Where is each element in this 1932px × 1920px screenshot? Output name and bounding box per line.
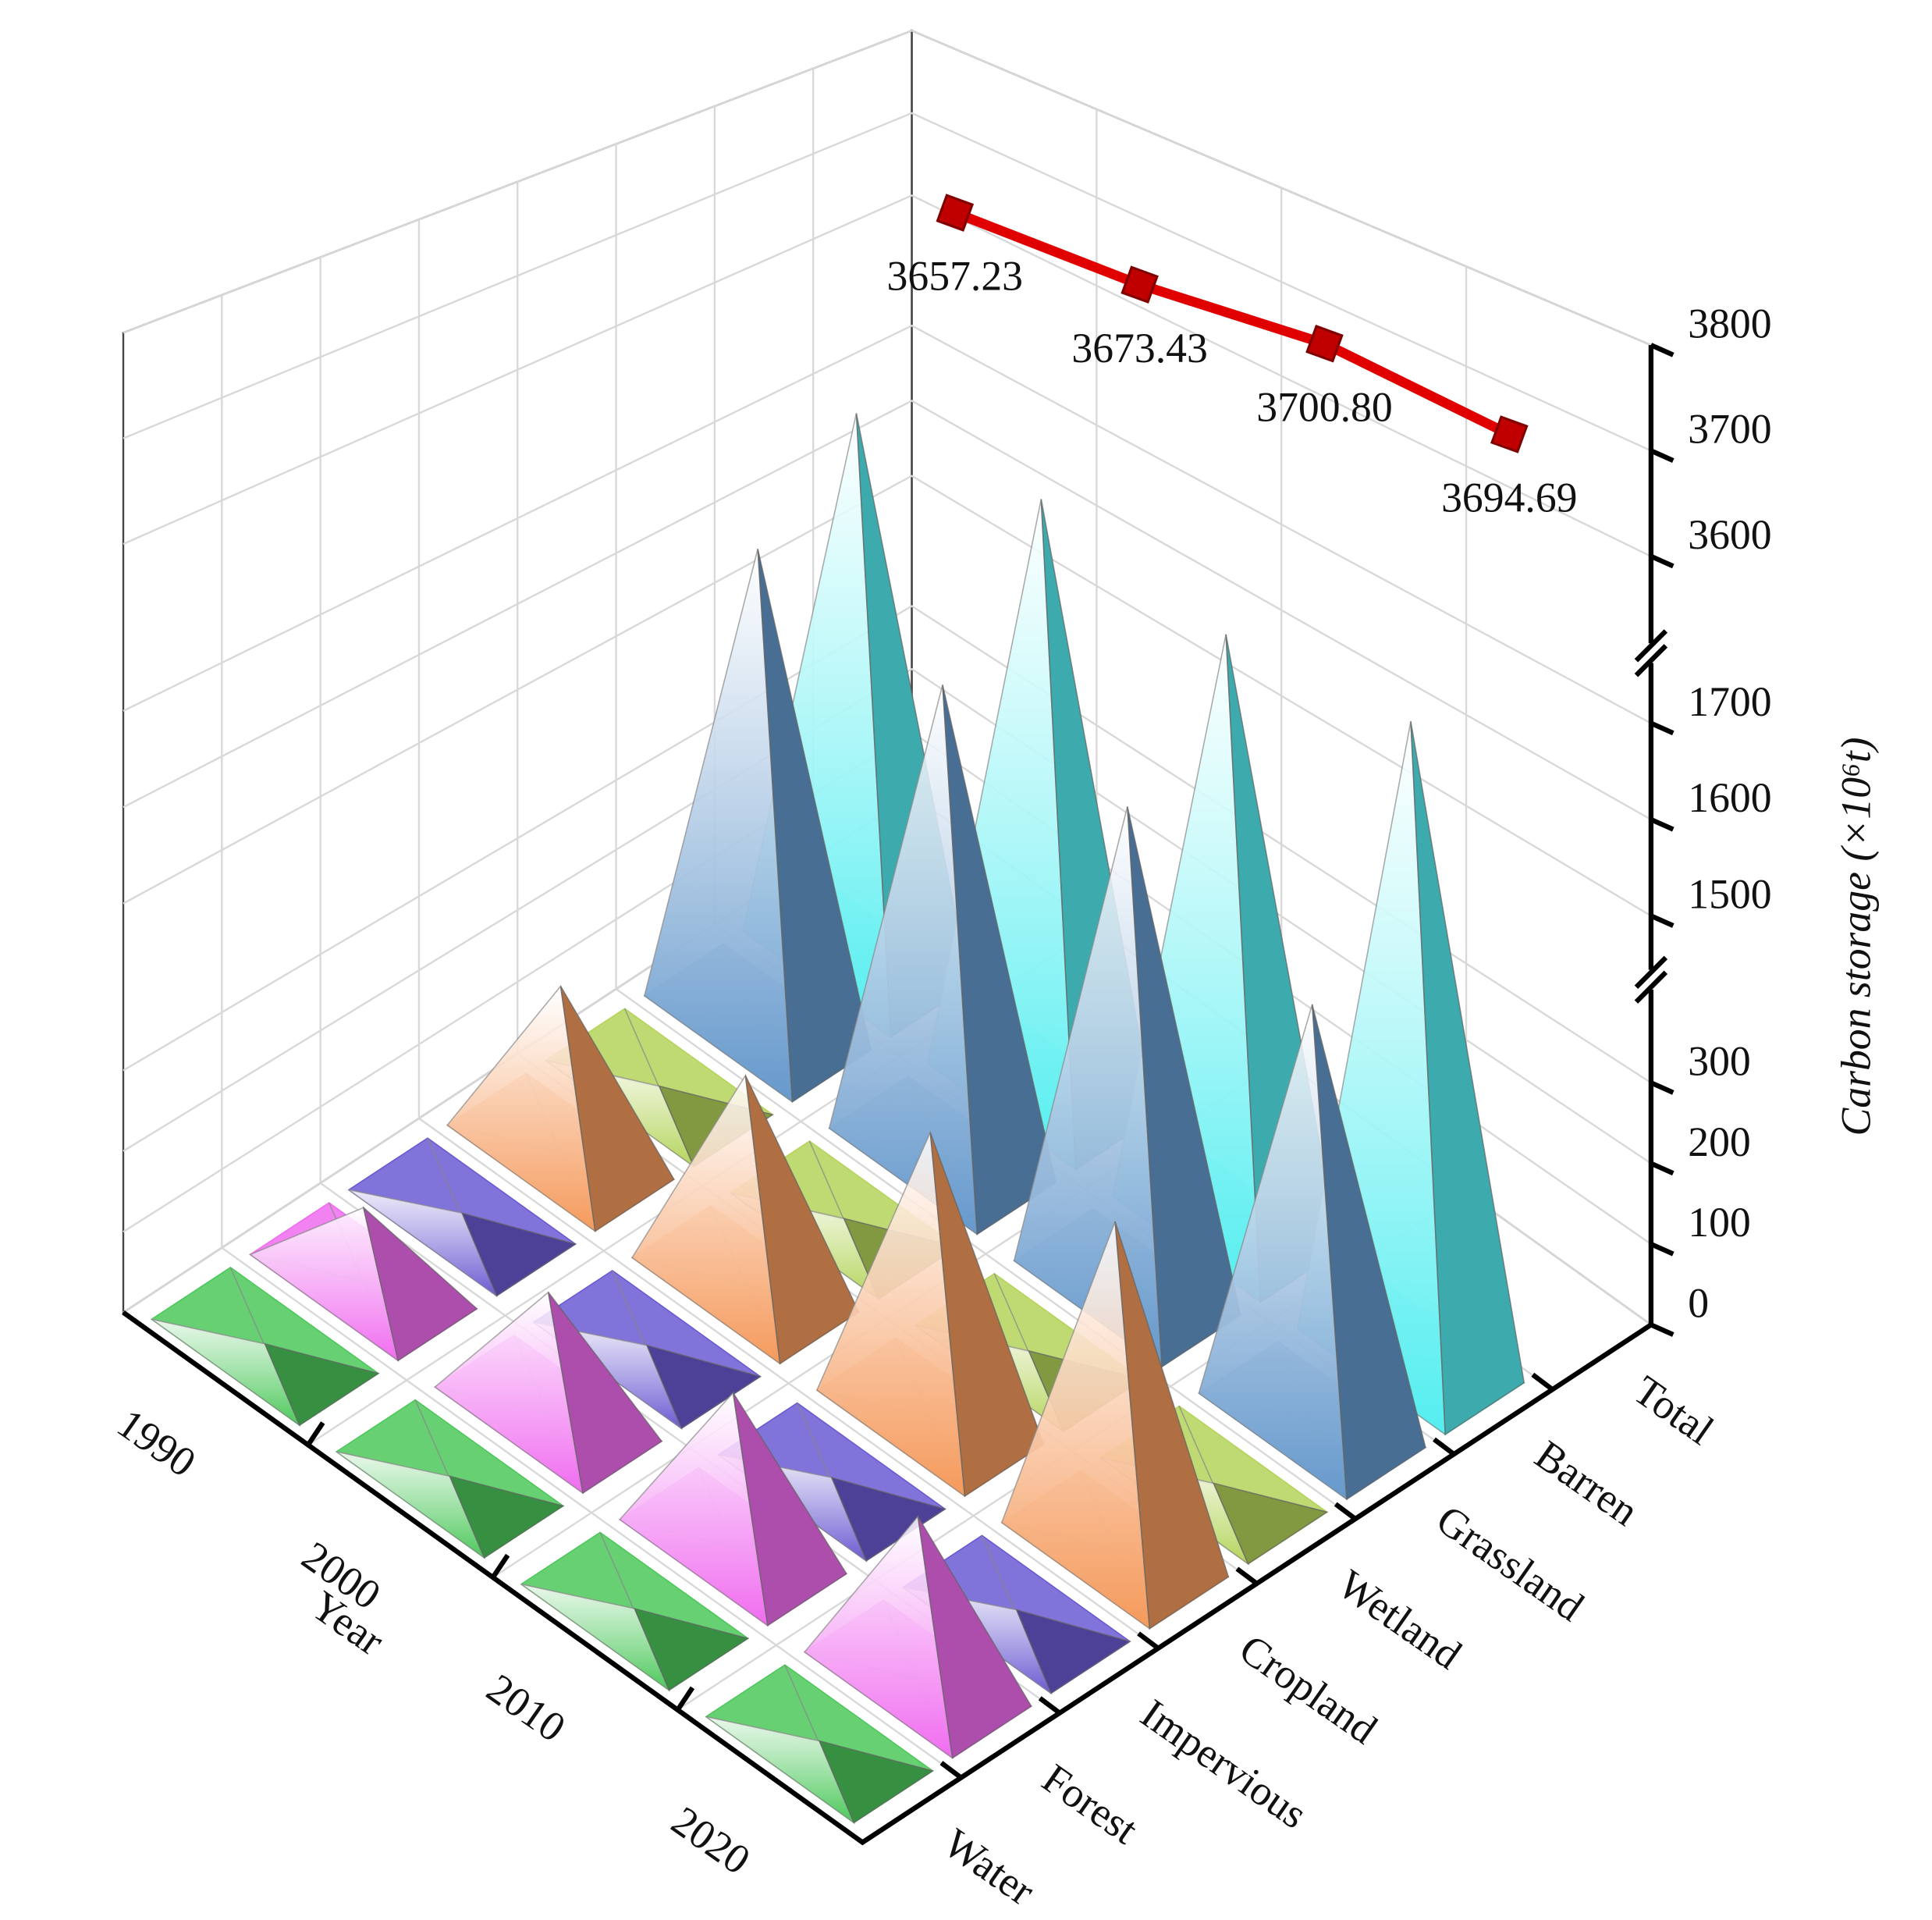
pyramid-right-face: [633, 1607, 750, 1691]
data-label: 3657.23: [887, 253, 1023, 300]
axis-break: [1634, 644, 1668, 677]
x-tick: [491, 1553, 510, 1579]
pyramid-right-face: [942, 684, 1057, 1236]
y-tick-label: 300: [1688, 1037, 1751, 1084]
y-tick-label: 1700: [1688, 678, 1771, 725]
pyramid-right-face: [460, 1212, 577, 1297]
y-tick-label: 1600: [1688, 774, 1771, 821]
pyramid-right-face: [645, 1344, 762, 1430]
grid-line: [123, 324, 1652, 724]
axis-break: [1634, 970, 1668, 1004]
y-tick-label: 200: [1688, 1118, 1751, 1165]
x-tick-label: 2010: [478, 1665, 574, 1751]
y-tick: [1650, 720, 1675, 736]
y-tick: [1650, 343, 1675, 357]
data-label: 3673.43: [1071, 325, 1207, 372]
category-tick: [1137, 1631, 1160, 1651]
pyramid-right-face: [1127, 806, 1241, 1368]
y-tick-label: 3600: [1688, 511, 1771, 558]
y-tick: [1650, 1161, 1675, 1176]
axis-break: [1634, 955, 1668, 989]
y-tick: [1650, 913, 1675, 928]
grid-line: [123, 400, 1652, 821]
pyramid-right-face: [1213, 1482, 1329, 1565]
pyramid-right-face: [732, 1392, 847, 1627]
data-label: 3694.69: [1441, 475, 1577, 521]
y-tick: [1650, 1322, 1675, 1337]
floor-grid: [615, 988, 1356, 1520]
x-tick: [675, 1686, 695, 1712]
floor-axes: [122, 1310, 1653, 1846]
legend-label: Water: [936, 1819, 1043, 1915]
pyramid-right-face: [757, 549, 872, 1103]
pyramid-right-face: [818, 1740, 935, 1824]
legend-label: Cropland: [1231, 1625, 1386, 1753]
legend-label: Forest: [1034, 1755, 1146, 1853]
y-tick-label: 3700: [1688, 406, 1771, 453]
y-tick: [1650, 817, 1675, 832]
y-tick: [1650, 1080, 1675, 1095]
floor-grid: [418, 1117, 1160, 1649]
total-marker: [936, 194, 975, 232]
pyramid-right-face: [547, 1292, 663, 1495]
data-label: 3700.80: [1256, 383, 1392, 430]
x-tick: [306, 1421, 325, 1447]
x-tick-label: 2020: [663, 1797, 758, 1883]
category-tick: [1433, 1437, 1456, 1456]
pyramid-right-face: [1410, 721, 1525, 1436]
pyramid-right-face: [362, 1206, 478, 1362]
legend-label: Impervious: [1132, 1690, 1316, 1837]
pyramid-right-face: [917, 1516, 1032, 1759]
axis-break: [1634, 629, 1668, 663]
z-axis-title: Carbon storage (×10⁶t): [1833, 737, 1880, 1136]
category-tick: [1235, 1566, 1259, 1586]
pyramid-right-face: [744, 1075, 860, 1365]
pyramid-right-face: [449, 1475, 565, 1559]
legend-label: Barren: [1527, 1431, 1647, 1535]
legend-label: Total: [1625, 1367, 1722, 1454]
category-tick: [1531, 1372, 1554, 1392]
total-marker: [1120, 265, 1159, 304]
legend-label: Grassland: [1428, 1495, 1592, 1630]
y-tick-label: 100: [1688, 1199, 1751, 1246]
grid-line: [123, 112, 1652, 452]
total-line: [953, 208, 1512, 439]
x-tick-label: 1990: [109, 1399, 204, 1486]
floor-grid: [221, 1246, 962, 1779]
total-marker: [1490, 415, 1529, 453]
grid-line: [123, 194, 1652, 557]
grid-line: [123, 30, 1652, 347]
y-tick: [1650, 1242, 1675, 1257]
pyramid-right-face: [1311, 1004, 1426, 1501]
pyramid-right-face: [929, 1132, 1045, 1498]
pyramid-right-face: [264, 1342, 380, 1427]
y-tick-label: 0: [1688, 1280, 1709, 1327]
y-tick: [1650, 448, 1675, 463]
pyramid-right-face: [1114, 1221, 1230, 1630]
pyramid-right-face: [1015, 1609, 1131, 1694]
y-tick: [1650, 553, 1675, 569]
category-tick: [939, 1761, 963, 1780]
category-tick: [1334, 1502, 1357, 1521]
legend-label: Wetland: [1330, 1560, 1470, 1678]
total-marker: [1305, 324, 1344, 363]
y-tick-label: 1500: [1688, 871, 1771, 918]
y-tick-label: 3800: [1688, 300, 1771, 347]
category-tick: [1038, 1696, 1061, 1716]
pyramid-right-face: [559, 986, 675, 1232]
